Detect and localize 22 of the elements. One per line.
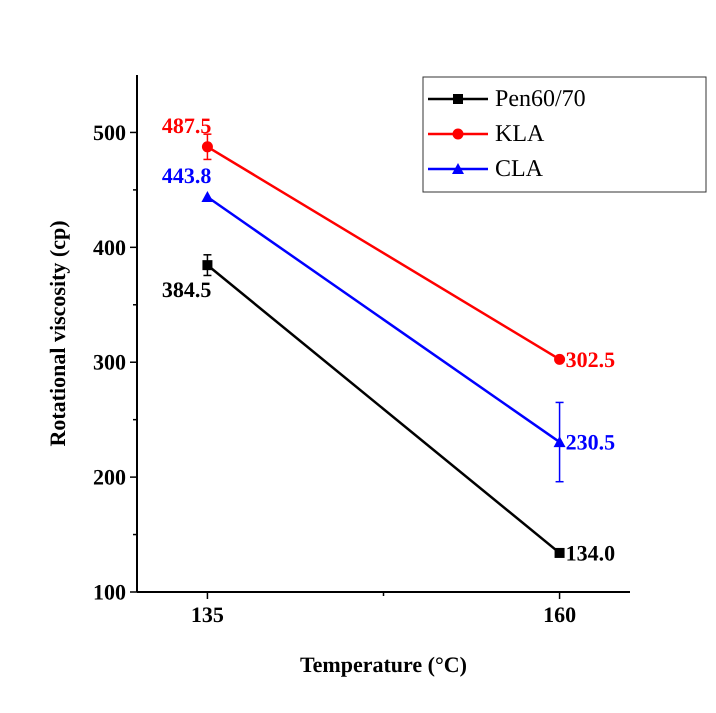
legend-label: CLA	[495, 156, 544, 182]
y-tick-label: 100	[93, 580, 126, 604]
point	[202, 260, 212, 270]
data-label: 134.0	[566, 540, 616, 566]
point	[202, 141, 213, 152]
y-tick-label: 300	[93, 350, 126, 375]
data-label: 384.5	[162, 277, 212, 302]
legend-label: KLA	[495, 121, 545, 147]
data-label: 230.5	[566, 430, 616, 455]
y-axis-title: Rotational viscosity (cp)	[45, 220, 70, 447]
data-label: 302.5	[566, 346, 616, 372]
point	[554, 354, 566, 365]
y-tick-label: 500	[93, 120, 126, 145]
x-tick-label: 135	[190, 602, 224, 627]
data-label: 487.5	[162, 112, 212, 138]
data-label: 443.8	[162, 163, 212, 188]
point	[554, 548, 565, 558]
legend-label: Pen60/70	[495, 86, 586, 112]
x-tick-label: 160	[543, 602, 576, 627]
y-tick-label: 200	[93, 464, 126, 490]
x-axis-title: Temperature (°C)	[300, 652, 468, 677]
y-tick-label: 400	[93, 234, 126, 260]
